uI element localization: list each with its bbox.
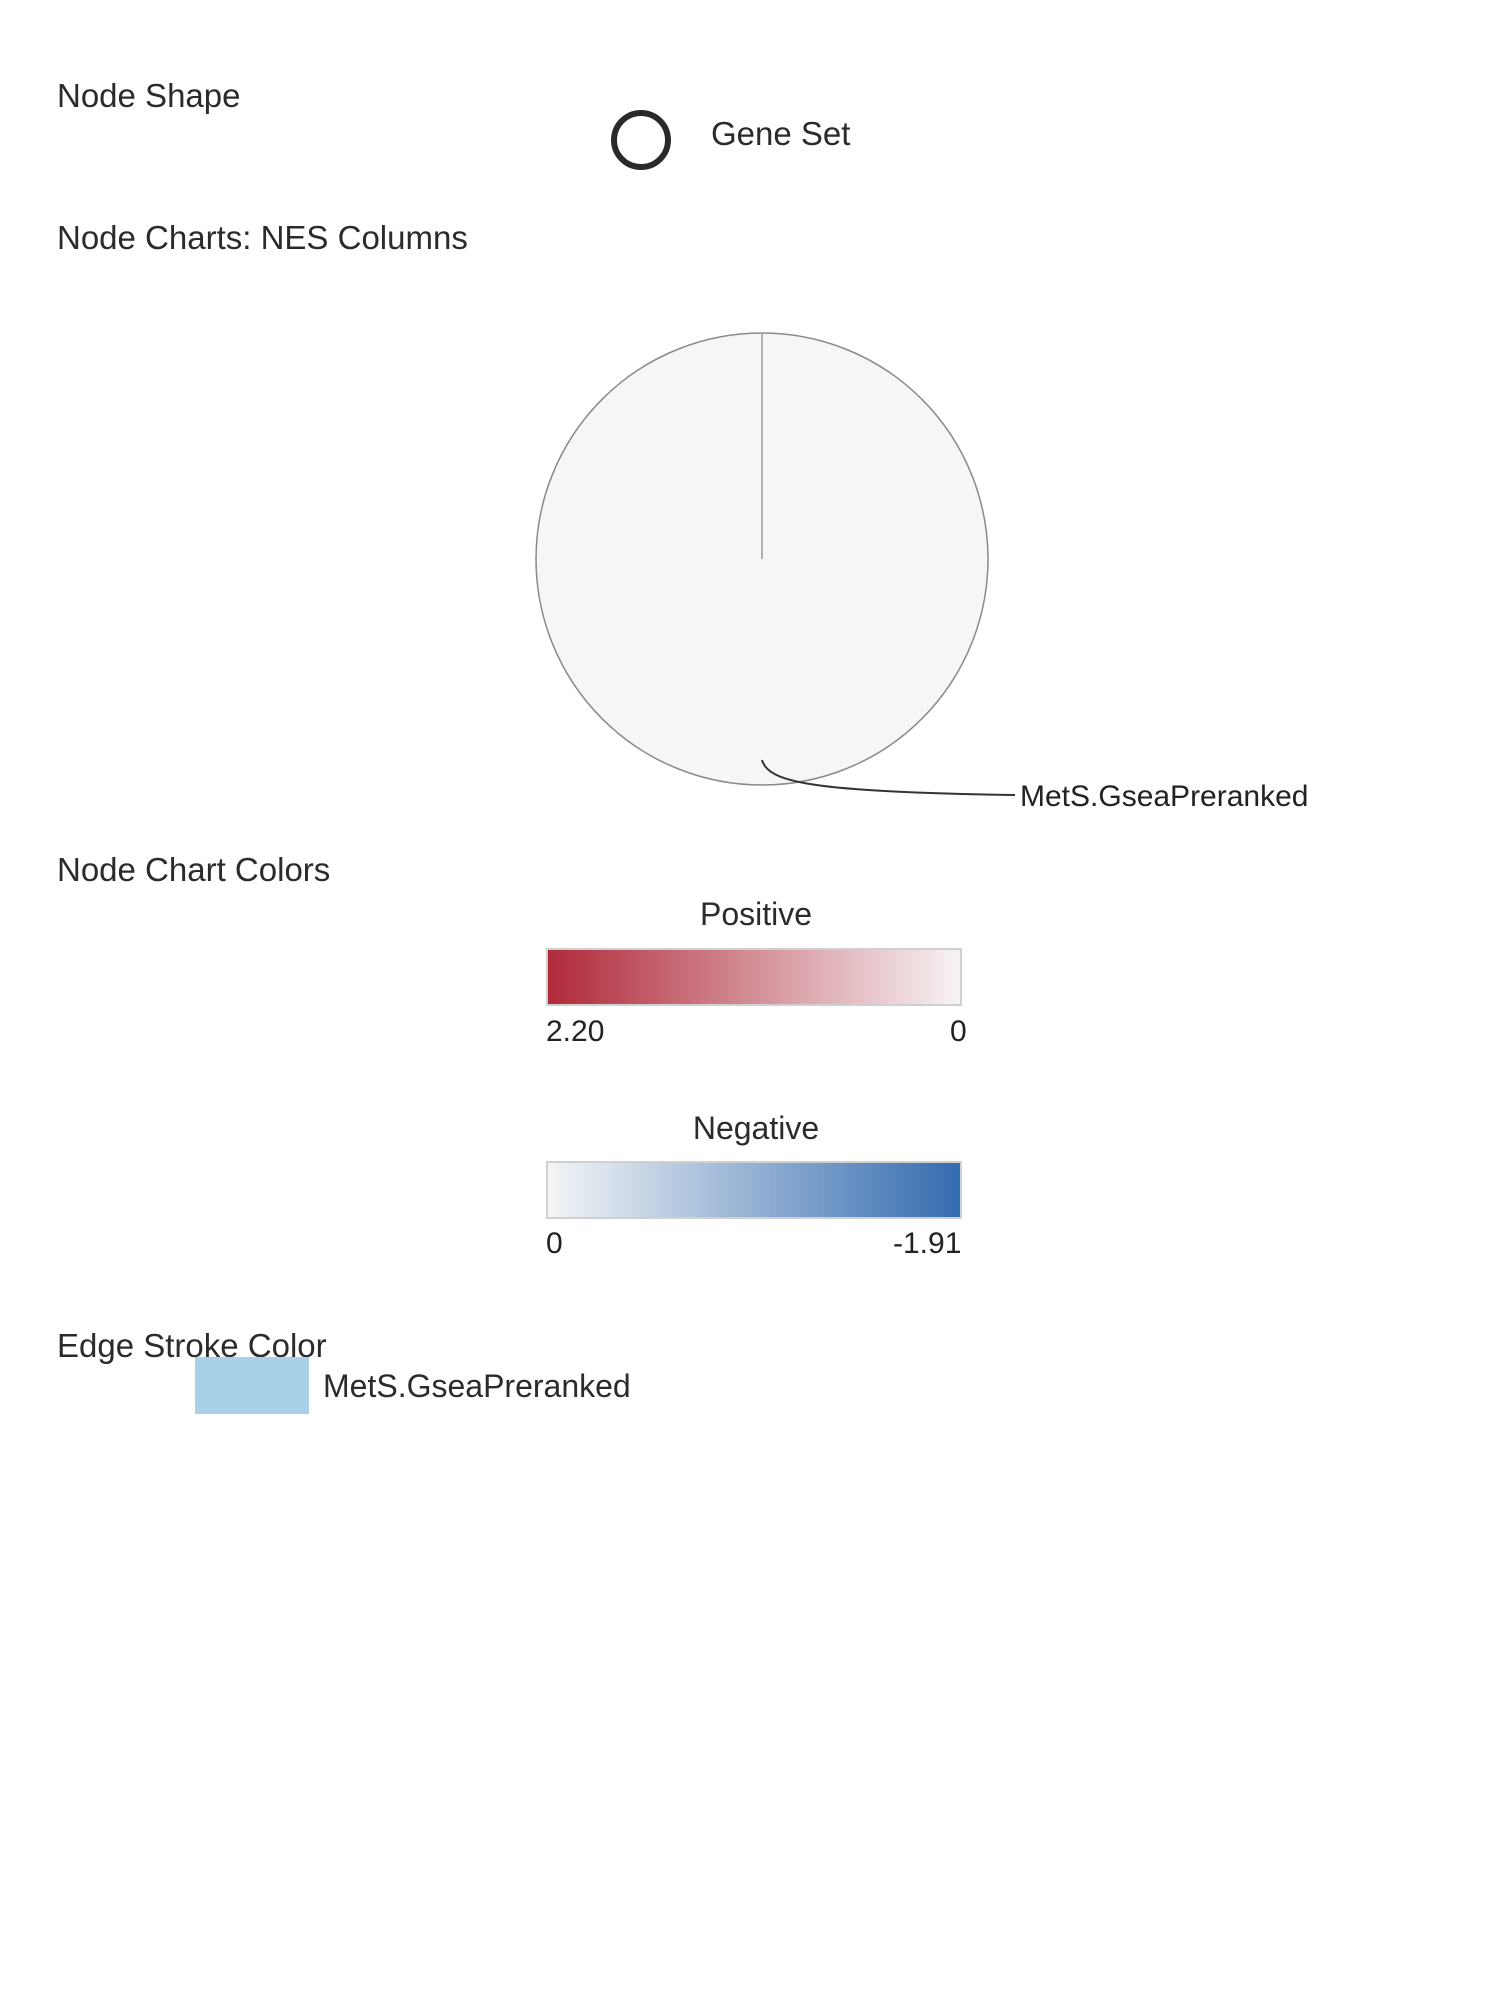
node-charts-title: Node Charts: NES Columns xyxy=(57,219,468,256)
positive-title: Positive xyxy=(699,896,813,932)
negative-gradient-bar xyxy=(546,1161,962,1219)
negative-min-label: -1.91 xyxy=(893,1227,962,1260)
node-shape-title: Node Shape xyxy=(57,77,241,114)
negative-zero-label: 0 xyxy=(546,1227,563,1260)
node-chart-colors-title: Node Chart Colors xyxy=(57,851,331,888)
positive-gradient-bar xyxy=(546,948,962,1006)
pie-label-leader-line xyxy=(761,759,1016,796)
positive-zero-label: 0 xyxy=(950,1015,967,1048)
gene-set-label: Gene Set xyxy=(711,115,851,152)
nes-pie-chart: MetS.GseaPreranked xyxy=(535,332,1308,813)
circle-outline-icon xyxy=(611,110,671,170)
edge-color-swatch xyxy=(195,1357,309,1414)
edge-stroke-color-title: Edge Stroke Color xyxy=(57,1327,327,1364)
pie-label: MetS.GseaPreranked xyxy=(1020,780,1308,813)
positive-max-label: 2.20 xyxy=(546,1015,605,1048)
negative-title: Negative xyxy=(692,1110,820,1146)
edge-color-label: MetS.GseaPreranked xyxy=(323,1368,631,1404)
